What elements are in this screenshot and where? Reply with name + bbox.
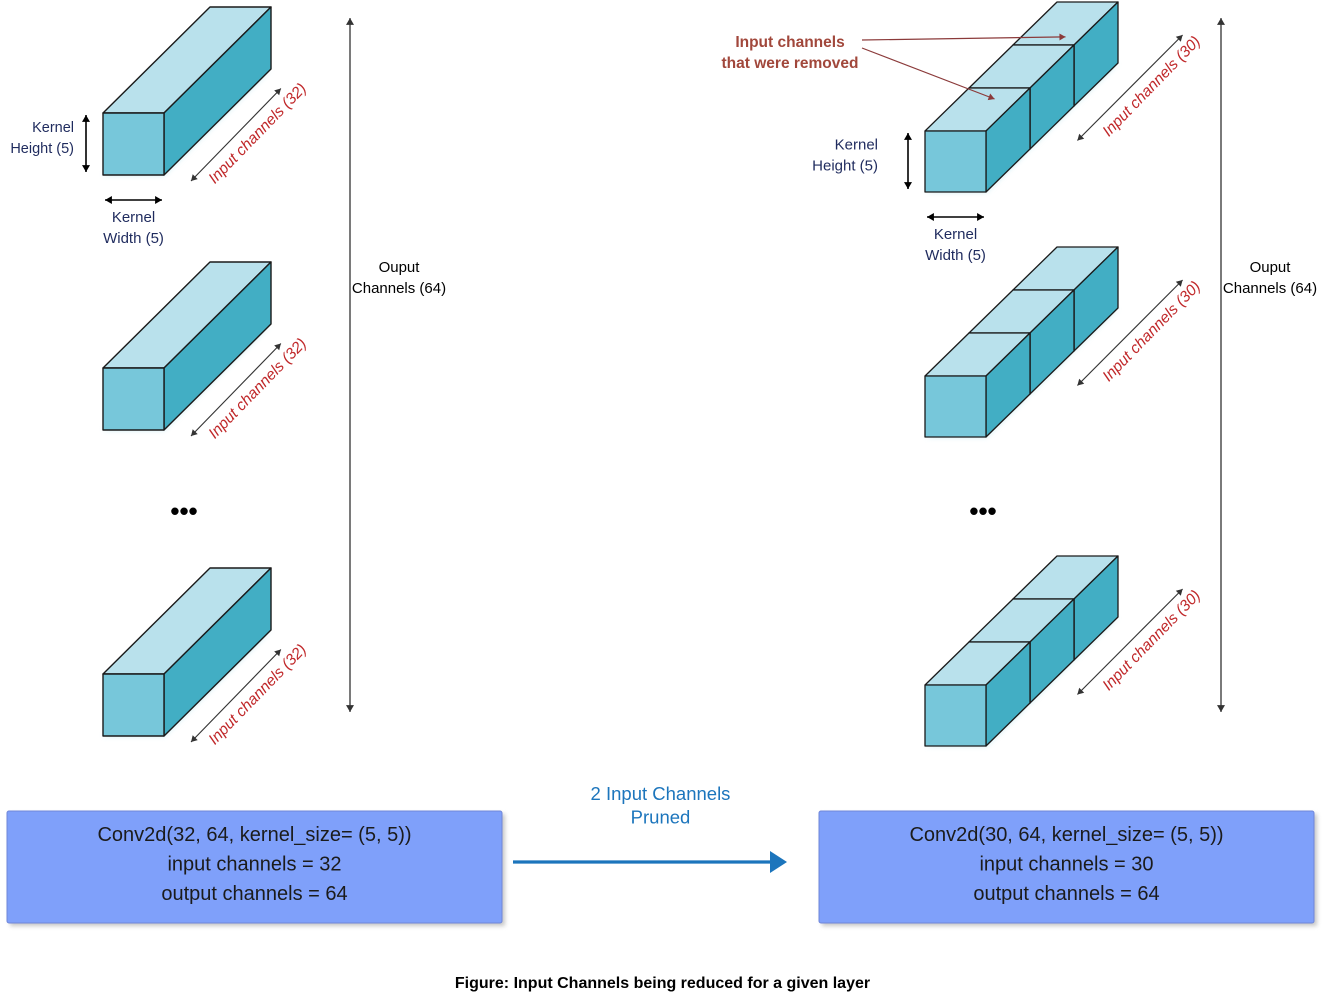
svg-text:Figure: Input Channels being r: Figure: Input Channels being reduced for…: [455, 975, 870, 992]
svg-text:output channels = 64: output channels = 64: [973, 883, 1159, 905]
svg-text:Width (5): Width (5): [925, 247, 986, 264]
svg-text:Ouput: Ouput: [1250, 259, 1292, 276]
svg-text:Input channels: Input channels: [735, 34, 844, 51]
svg-text:output channels = 64: output channels = 64: [161, 883, 347, 905]
svg-text:input channels = 32: input channels = 32: [167, 854, 341, 876]
svg-text:Conv2d(32, 64, kernel_size= (5: Conv2d(32, 64, kernel_size= (5, 5)): [97, 824, 411, 846]
svg-text:Conv2d(30, 64, kernel_size= (5: Conv2d(30, 64, kernel_size= (5, 5)): [909, 824, 1223, 846]
svg-text:Width (5): Width (5): [103, 230, 164, 247]
svg-text:Ouput: Ouput: [379, 259, 421, 276]
svg-text:input channels = 30: input channels = 30: [979, 854, 1153, 876]
svg-text:•••: •••: [969, 496, 996, 526]
svg-text:Height (5): Height (5): [812, 158, 878, 175]
svg-text:2 Input Channels: 2 Input Channels: [591, 783, 731, 804]
svg-text:Kernel: Kernel: [835, 137, 878, 154]
svg-text:Channels (64): Channels (64): [352, 280, 446, 297]
svg-text:Pruned: Pruned: [631, 807, 691, 828]
svg-text:Kernel: Kernel: [934, 226, 977, 243]
svg-text:Kernel: Kernel: [112, 209, 155, 226]
svg-text:•••: •••: [170, 496, 197, 526]
svg-text:that were removed: that were removed: [722, 55, 859, 72]
svg-text:Channels (64): Channels (64): [1223, 280, 1317, 297]
svg-text:Kernel: Kernel: [32, 120, 74, 136]
svg-text:Height (5): Height (5): [10, 141, 74, 157]
